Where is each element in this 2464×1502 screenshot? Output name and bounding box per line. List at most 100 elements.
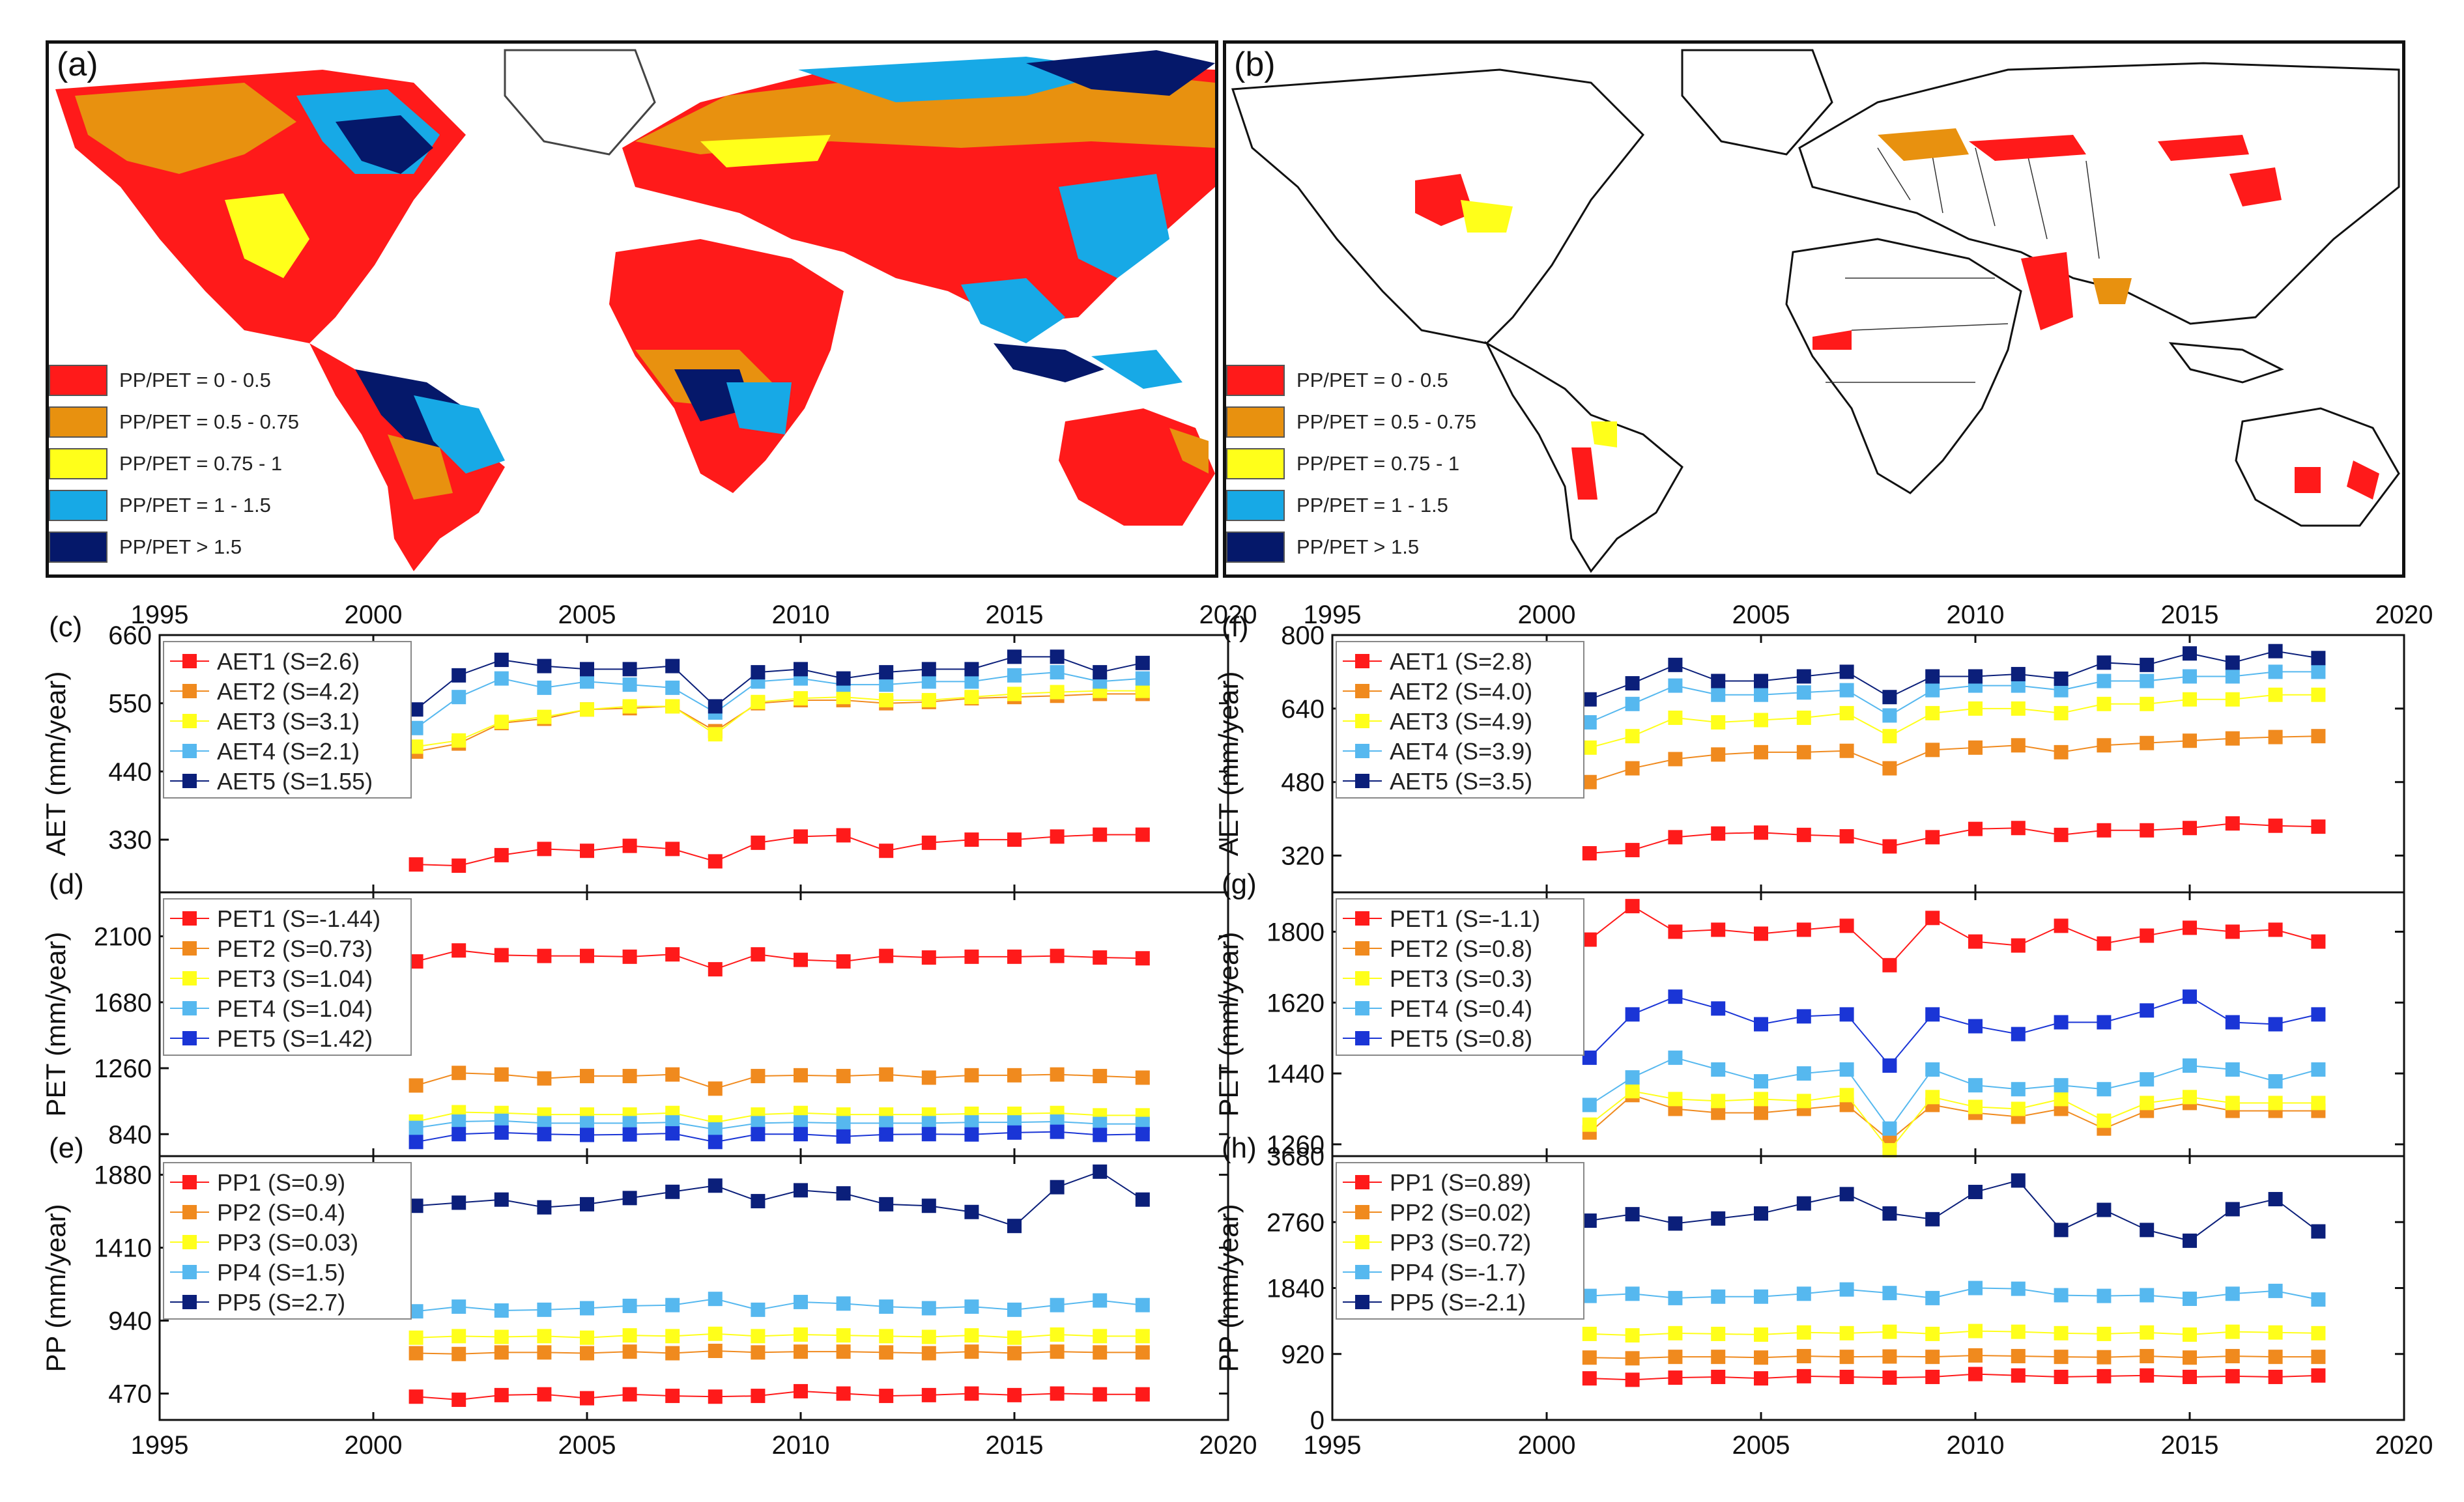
data-point: [708, 854, 723, 869]
data-point: [794, 662, 808, 677]
data-point: [2140, 657, 2155, 672]
legend-entry: AET2 (S=4.2): [217, 678, 360, 705]
data-point: [2011, 678, 2026, 693]
legend-label: PP/PET = 0.75 - 1: [119, 452, 283, 475]
data-point: [708, 1122, 723, 1137]
data-point: [622, 662, 637, 677]
data-point: [537, 1302, 552, 1317]
data-point: [1839, 1062, 1854, 1077]
data-point: [1582, 932, 1597, 947]
legend-label: PP/PET = 1 - 1.5: [1296, 494, 1448, 517]
legend-box: [1336, 898, 1584, 1056]
data-point: [2311, 687, 2326, 702]
data-point: [1668, 1216, 1683, 1231]
data-point: [751, 1069, 766, 1084]
data-point: [708, 727, 723, 742]
data-point: [794, 1115, 808, 1130]
data-point: [1882, 729, 1897, 744]
data-point: [1668, 710, 1683, 725]
data-point: [2225, 692, 2240, 707]
data-point: [2097, 1015, 2112, 1030]
legend-box: [1336, 1162, 1584, 1320]
data-point: [2183, 1058, 2197, 1073]
x-tick-label: 2015: [986, 1431, 1044, 1460]
data-point: [622, 677, 637, 692]
y-axis-label: PP (mm/year): [1213, 1204, 1244, 1372]
data-point: [2097, 936, 2112, 951]
data-point: [964, 949, 979, 964]
data-point: [580, 948, 594, 963]
data-point: [2097, 1368, 2112, 1383]
data-point: [2140, 1325, 2155, 1340]
data-point: [2097, 823, 2112, 838]
data-point: [1668, 924, 1683, 939]
data-point: [665, 1126, 680, 1141]
data-point: [451, 1346, 466, 1361]
data-point: [622, 1116, 637, 1131]
data-point: [1754, 926, 1768, 941]
data-point: [1711, 1350, 1726, 1365]
data-point: [1093, 1164, 1108, 1179]
data-point: [2268, 644, 2283, 659]
data-point: [580, 1346, 594, 1361]
legend-label: PP/PET = 0.75 - 1: [1296, 452, 1460, 475]
data-point: [1968, 1099, 1983, 1114]
data-point: [1754, 1350, 1768, 1365]
data-point: [2011, 1082, 2026, 1097]
data-point: [2097, 1082, 2112, 1097]
data-point: [1625, 899, 1640, 914]
legend-item: PP/PET > 1.5: [1226, 526, 1476, 568]
data-point: [794, 1183, 808, 1198]
data-point: [622, 949, 637, 964]
legend-marker: [182, 684, 197, 698]
data-point: [879, 1116, 894, 1131]
data-point: [1796, 1286, 1811, 1301]
data-point: [2311, 1007, 2326, 1022]
legend-marker: [1355, 941, 1369, 956]
data-point: [2097, 655, 2112, 670]
x-tick-label: 2000: [345, 1431, 403, 1460]
series-line: [1589, 1090, 2319, 1152]
data-point: [2268, 1369, 2283, 1384]
data-point: [1007, 1219, 1022, 1234]
data-point: [665, 659, 680, 673]
panel-letter: (d): [49, 868, 84, 900]
data-point: [537, 1387, 552, 1402]
data-point: [2183, 920, 2197, 935]
data-point: [964, 1299, 979, 1314]
legend-marker: [182, 1031, 197, 1045]
data-point: [1796, 710, 1811, 725]
data-point: [1582, 1326, 1597, 1341]
data-point: [1668, 752, 1683, 767]
series-line: [1589, 650, 2319, 700]
data-point: [964, 1328, 979, 1343]
data-point: [1839, 683, 1854, 698]
data-point: [1135, 951, 1150, 966]
data-point: [494, 948, 509, 963]
data-point: [580, 1330, 594, 1345]
data-point: [1050, 665, 1065, 680]
series-line: [1589, 1287, 2319, 1301]
x-tick-label: 1995: [131, 1431, 189, 1460]
data-point: [1135, 827, 1150, 842]
data-point: [1582, 1050, 1597, 1065]
data-point: [708, 1292, 723, 1307]
data-point: [1093, 1116, 1108, 1131]
data-point: [879, 948, 894, 963]
data-point: [408, 1304, 423, 1319]
data-point: [836, 1069, 851, 1084]
data-point: [1582, 1117, 1597, 1132]
data-point: [836, 1129, 851, 1144]
data-point: [1882, 1058, 1897, 1073]
data-point: [1839, 743, 1854, 758]
data-point: [1839, 829, 1854, 843]
data-point: [2140, 928, 2155, 943]
data-point: [622, 1328, 637, 1343]
data-point: [1882, 1370, 1897, 1385]
y-tick-label: 660: [108, 621, 152, 650]
data-point: [537, 1127, 552, 1142]
data-point: [836, 1344, 851, 1359]
legend-entry: PP2 (S=0.02): [1390, 1199, 1531, 1226]
data-point: [1050, 1067, 1065, 1082]
